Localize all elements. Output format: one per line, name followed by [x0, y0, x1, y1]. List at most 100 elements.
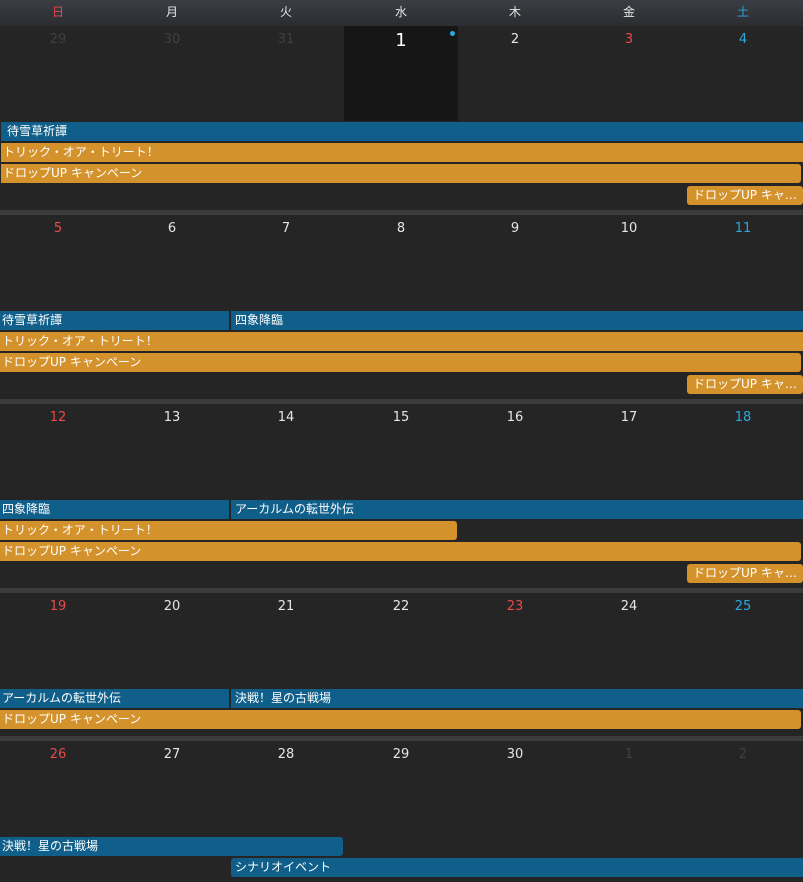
day-number: 5 [53, 221, 63, 236]
calendar-day[interactable]: 20 [115, 593, 229, 688]
calendar-day[interactable]: 13 [115, 404, 229, 499]
day-number: 7 [281, 221, 291, 236]
calendar-day[interactable]: 14 [229, 404, 343, 499]
week-separator [0, 736, 803, 741]
weekday-mon: 月 [165, 5, 178, 19]
day-number: 22 [392, 599, 410, 614]
calendar-day[interactable]: 24 [572, 593, 686, 688]
calendar-day[interactable]: 1 [572, 741, 686, 836]
day-number: 19 [49, 599, 67, 614]
day-number: 27 [163, 747, 181, 762]
calendar-day[interactable]: 15 [344, 404, 458, 499]
calendar-day[interactable]: 10 [572, 215, 686, 310]
day-number: 20 [163, 599, 181, 614]
day-number: 30 [163, 32, 181, 47]
event-bar[interactable]: トリック・オア・トリート！ [0, 521, 457, 540]
event-bar[interactable]: アーカルムの転世外伝 [0, 689, 229, 708]
event-bar[interactable]: アーカルムの転世外伝 [231, 500, 803, 519]
event-bar[interactable]: トリック・オア・トリート！ [1, 143, 803, 162]
calendar-day[interactable]: 7 [229, 215, 343, 310]
day-number: 23 [506, 599, 524, 614]
event-bar[interactable]: 決戦！星の古戦場 [231, 689, 803, 708]
calendar-day[interactable]: 2 [458, 26, 572, 121]
event-bar[interactable]: ドロップUP キャンペーン [0, 542, 801, 561]
calendar-day[interactable]: 23 [458, 593, 572, 688]
day-number: 8 [396, 221, 406, 236]
calendar-day-today[interactable]: 1 [344, 26, 458, 121]
day-number: 14 [277, 410, 295, 425]
day-number: 29 [49, 32, 67, 47]
day-number: 10 [620, 221, 638, 236]
weekday-sun: 日 [51, 5, 64, 19]
calendar-week: 12 13 14 15 16 17 18 四象降臨 アーカルムの転世外伝 トリッ… [0, 404, 803, 588]
day-number: 1 [624, 747, 634, 762]
day-number: 13 [163, 410, 181, 425]
day-number: 24 [620, 599, 638, 614]
calendar-day[interactable]: 16 [458, 404, 572, 499]
event-bar[interactable]: シナリオイベント [231, 858, 803, 877]
calendar-day[interactable]: 5 [1, 215, 115, 310]
weekday-header: 日 月 火 水 木 金 土 [0, 0, 803, 27]
calendar-day[interactable]: 29 [1, 26, 115, 121]
calendar-week: 29 30 31 1 2 3 4 待雪草祈譚 トリック・オア・トリート！ ドロッ… [0, 26, 803, 210]
weekday-tue: 火 [279, 5, 292, 19]
day-number: 3 [624, 32, 634, 47]
event-bar[interactable]: ドロップUP キャ… [687, 564, 803, 583]
week-separator [0, 210, 803, 215]
day-number: 25 [734, 599, 752, 614]
event-bar[interactable]: ドロップUP キャンペーン [1, 164, 801, 183]
event-bar[interactable]: 四象降臨 [231, 311, 803, 330]
calendar-day[interactable]: 30 [115, 26, 229, 121]
event-bar[interactable]: 決戦！星の古戦場 [0, 837, 343, 856]
weekday-fri: 金 [622, 5, 635, 19]
calendar-day[interactable]: 6 [115, 215, 229, 310]
weekday-wed: 水 [394, 5, 407, 19]
day-number: 9 [510, 221, 520, 236]
calendar-week: 5 6 7 8 9 10 11 待雪草祈譚 四象降臨 トリック・オア・トリート！… [0, 215, 803, 399]
day-number: 31 [277, 32, 295, 47]
calendar-day[interactable]: 26 [1, 741, 115, 836]
day-number: 15 [392, 410, 410, 425]
calendar-day[interactable]: 30 [458, 741, 572, 836]
calendar-day[interactable]: 28 [229, 741, 343, 836]
event-bar[interactable]: ドロップUP キャンペーン [0, 353, 801, 372]
event-bar[interactable]: ドロップUP キャンペーン [0, 710, 801, 729]
calendar-day[interactable]: 18 [686, 404, 800, 499]
event-bar[interactable]: トリック・オア・トリート！ [0, 332, 803, 351]
calendar-day[interactable]: 8 [344, 215, 458, 310]
calendar-week: 26 27 28 29 30 1 2 決戦！星の古戦場 シナリオイベント [0, 741, 803, 882]
day-number: 2 [738, 747, 748, 762]
event-bar[interactable]: 待雪草祈譚 [1, 122, 803, 141]
day-number: 16 [506, 410, 524, 425]
day-number: 11 [734, 221, 752, 236]
event-bar[interactable]: ドロップUP キャ… [687, 375, 803, 394]
calendar-day[interactable]: 21 [229, 593, 343, 688]
calendar-day[interactable]: 11 [686, 215, 800, 310]
calendar-day[interactable]: 3 [572, 26, 686, 121]
event-bar[interactable]: 待雪草祈譚 [0, 311, 229, 330]
day-number: 2 [510, 32, 520, 47]
calendar-day[interactable]: 22 [344, 593, 458, 688]
calendar-day[interactable]: 29 [344, 741, 458, 836]
calendar-day[interactable]: 4 [686, 26, 800, 121]
event-bar[interactable]: 四象降臨 [0, 500, 229, 519]
day-number: 4 [738, 32, 748, 47]
calendar-week: 19 20 21 22 23 24 25 アーカルムの転世外伝 決戦！星の古戦場… [0, 593, 803, 734]
day-number: 17 [620, 410, 638, 425]
week-separator [0, 588, 803, 593]
calendar-day[interactable]: 12 [1, 404, 115, 499]
day-number: 18 [734, 410, 752, 425]
week-separator [0, 399, 803, 404]
today-dot-icon [450, 31, 455, 36]
calendar-day[interactable]: 31 [229, 26, 343, 121]
calendar-day[interactable]: 2 [686, 741, 800, 836]
calendar-day[interactable]: 19 [1, 593, 115, 688]
calendar-day[interactable]: 17 [572, 404, 686, 499]
event-bar[interactable]: ドロップUP キャ… [687, 186, 803, 205]
calendar-day[interactable]: 9 [458, 215, 572, 310]
day-number: 1 [395, 30, 407, 51]
calendar-day[interactable]: 27 [115, 741, 229, 836]
calendar-day[interactable]: 25 [686, 593, 800, 688]
day-number: 21 [277, 599, 295, 614]
day-number: 12 [49, 410, 67, 425]
